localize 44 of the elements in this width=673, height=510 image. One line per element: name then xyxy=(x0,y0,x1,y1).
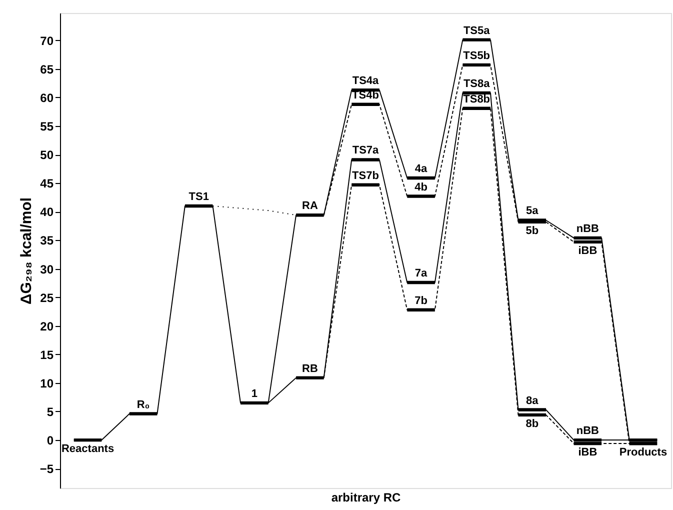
y-tick-label: 40 xyxy=(40,205,54,220)
annotation: Reactants xyxy=(61,443,114,456)
y-tick-label: 15 xyxy=(40,348,54,362)
annotation: TS4a xyxy=(352,75,380,88)
y-tick-label: 50 xyxy=(40,148,54,162)
x-axis-title: arbitrary RC xyxy=(331,490,402,504)
y-tick-label: 55 xyxy=(40,120,54,134)
y-tick-label: −5 xyxy=(40,462,54,476)
y-tick-label: 35 xyxy=(40,234,54,248)
annotation: TS8b xyxy=(463,93,490,106)
y-tick-label: 65 xyxy=(40,62,54,76)
y-axis-title: ΔG₂₉₈ kcal/mol xyxy=(18,197,35,305)
annotation: iBB xyxy=(578,244,598,257)
y-tick-label: 5 xyxy=(46,405,54,419)
annotation: R₀ xyxy=(136,398,150,411)
annotation: Products xyxy=(619,446,668,458)
annotation: TS7a xyxy=(352,144,380,157)
annotation: 7a xyxy=(414,267,428,280)
y-tick-label: 45 xyxy=(40,176,54,191)
y-tick-label: 60 xyxy=(40,90,54,105)
annotation: 4b xyxy=(414,181,428,194)
annotation: RA xyxy=(302,200,318,212)
y-tick-label: 0 xyxy=(46,434,54,448)
y-tick-label: 20 xyxy=(40,319,54,334)
annotation: TS5a xyxy=(463,24,491,37)
annotation: 1 xyxy=(251,388,258,400)
y-tick-label: 30 xyxy=(40,262,54,276)
annotation: RB xyxy=(302,362,318,375)
annotation: 8a xyxy=(526,394,540,407)
annotation: TS7b xyxy=(352,170,380,182)
annotation: TS5b xyxy=(463,50,490,62)
annotation: 5a xyxy=(526,205,540,218)
annotation: 7b xyxy=(414,294,428,307)
annotation: nBB xyxy=(576,222,600,235)
annotation: 5b xyxy=(526,224,539,237)
annotation: iBB xyxy=(578,446,598,458)
annotation: 8b xyxy=(526,418,539,430)
annotation: TS8a xyxy=(463,78,491,90)
annotation: nBB xyxy=(576,425,600,438)
y-tick-label: 70 xyxy=(40,34,54,48)
y-tick-label: 10 xyxy=(40,376,54,390)
y-tick-label: 25 xyxy=(40,290,54,305)
annotation: 4a xyxy=(414,162,428,175)
annotation: TS1 xyxy=(188,190,209,203)
